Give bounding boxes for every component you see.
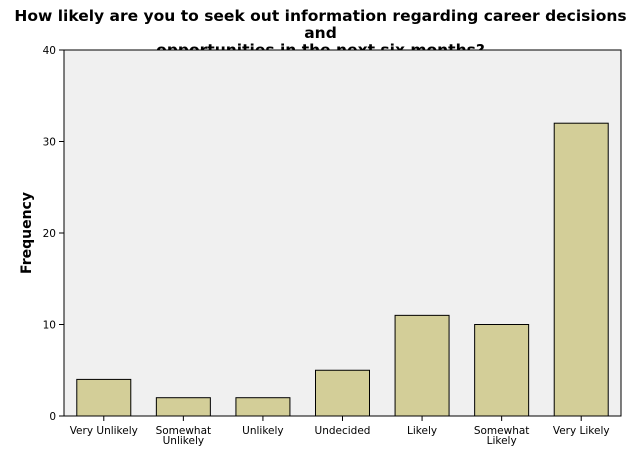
x-tick-label-5: Somewhat Likely (474, 425, 530, 447)
bar-2 (235, 397, 291, 417)
bars-group (76, 122, 609, 417)
y-tick-label-2: 20 (43, 228, 56, 240)
y-axis: 0 10 20 30 40 (43, 45, 64, 423)
x-tick-label-4: Likely (407, 425, 437, 437)
bar-0 (76, 378, 132, 417)
plot-area (63, 49, 622, 417)
x-tick-label-3: Undecided (315, 425, 371, 437)
y-axis-title: Frequency (19, 192, 35, 274)
y-tick-label-1: 10 (43, 320, 56, 332)
bar-3 (315, 369, 370, 417)
bar-4 (394, 314, 450, 417)
x-tick-label-0: Very Unlikely (70, 425, 138, 437)
chart-title-line-1: How likely are you to seek out informati… (14, 7, 627, 42)
x-axis: Very Unlikely Somewhat Unlikely Unlikely Und… (70, 416, 610, 447)
bar-1 (155, 397, 211, 417)
y-tick-label-4: 40 (43, 45, 56, 57)
y-tick-label-0: 0 (49, 411, 56, 423)
y-tick-label-3: 30 (43, 137, 56, 149)
x-tick-label-6: Very Likely (553, 425, 610, 437)
bar-6 (553, 122, 609, 417)
bar-5 (474, 324, 530, 417)
x-tick-label-2: Unlikely (242, 425, 283, 437)
x-tick-label-1: Somewhat Unlikely (156, 425, 212, 447)
